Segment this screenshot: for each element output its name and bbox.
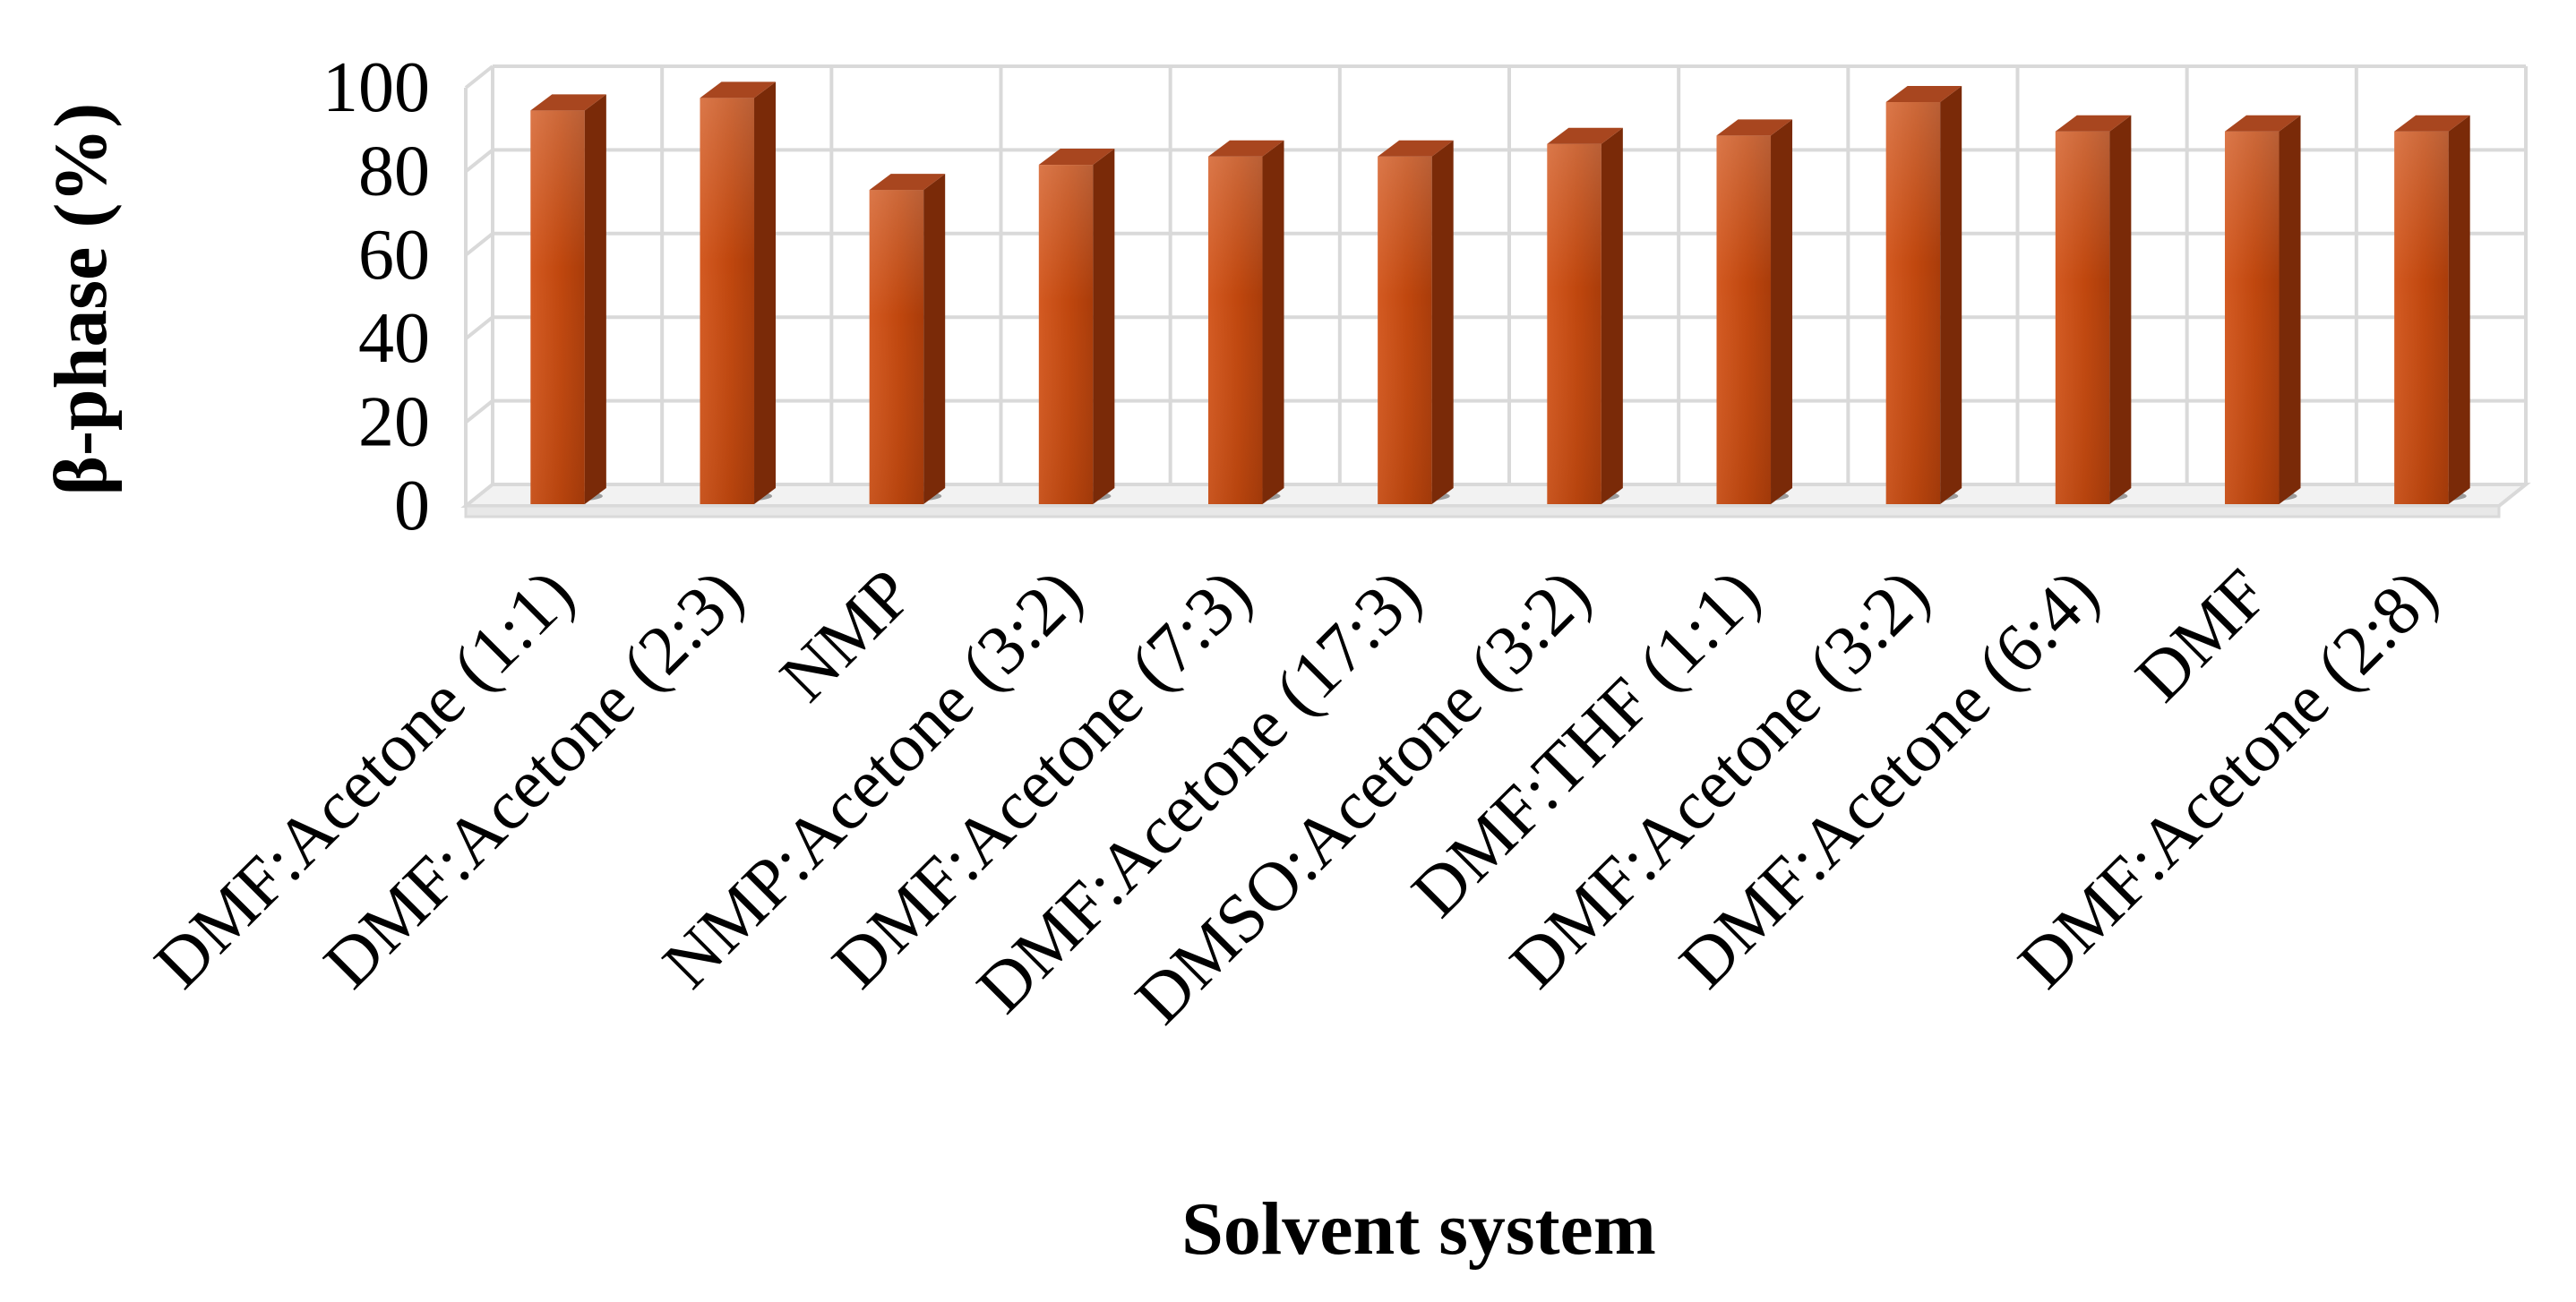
bar bbox=[869, 174, 946, 504]
gridline-side bbox=[464, 315, 494, 340]
bar bbox=[1547, 127, 1623, 504]
bar-side bbox=[1940, 86, 1962, 504]
bar-side bbox=[1771, 119, 1793, 504]
bar-side bbox=[2109, 115, 2132, 504]
bar-side bbox=[2279, 115, 2301, 504]
bar-side bbox=[1093, 149, 1115, 504]
bar bbox=[700, 81, 777, 504]
bar bbox=[1378, 140, 1454, 504]
bar bbox=[2055, 115, 2132, 504]
bar-top bbox=[2394, 115, 2470, 132]
bars bbox=[530, 81, 2470, 504]
bar-front-sheen bbox=[1038, 165, 1094, 504]
bar-top bbox=[1207, 140, 1284, 157]
bar bbox=[1207, 140, 1284, 504]
bar-top bbox=[1038, 149, 1115, 166]
y-tick-label: 40 bbox=[358, 299, 430, 378]
floor-front bbox=[464, 504, 2501, 518]
bar-front-sheen bbox=[1885, 102, 1941, 504]
bar-top bbox=[1547, 127, 1623, 144]
bar-side bbox=[1601, 127, 1623, 504]
bar-top bbox=[700, 81, 777, 99]
bar-top bbox=[1378, 140, 1454, 157]
bar-top bbox=[869, 174, 946, 191]
bar-front-sheen bbox=[2224, 131, 2280, 504]
bar-front-sheen bbox=[530, 110, 585, 504]
x-axis-title: Solvent system bbox=[1181, 1187, 1656, 1271]
chart-floor bbox=[460, 483, 2531, 518]
gridline-side bbox=[464, 148, 494, 173]
bar-front-sheen bbox=[700, 98, 755, 504]
gridline-side bbox=[464, 232, 494, 257]
bar-top bbox=[1716, 119, 1793, 136]
bar-top bbox=[2055, 115, 2132, 132]
bar-front-sheen bbox=[1207, 156, 1263, 504]
bar-side bbox=[754, 81, 777, 504]
grid bbox=[464, 64, 2528, 508]
gridline-side bbox=[464, 64, 494, 90]
bar bbox=[1716, 119, 1793, 504]
x-axis-categories: DMF:Acetone (1:1)DMF:Acetone (2:3) NMPNMP… bbox=[139, 554, 2451, 1039]
bar-side bbox=[2448, 115, 2470, 504]
bar-side bbox=[584, 94, 606, 504]
bar-front-sheen bbox=[1378, 156, 1432, 504]
bar-front-sheen bbox=[1716, 135, 1772, 504]
bar-front-sheen bbox=[2394, 131, 2449, 504]
gridline-side bbox=[464, 399, 494, 424]
bar-top bbox=[1885, 86, 1962, 103]
bar-front-sheen bbox=[1547, 143, 1601, 504]
y-axis-title: β-phase (%) bbox=[39, 103, 123, 496]
bar-side bbox=[923, 174, 946, 504]
bar-front-sheen bbox=[2055, 131, 2110, 504]
bar-front-sheen bbox=[869, 190, 924, 504]
bar-top bbox=[530, 94, 606, 111]
bar-top bbox=[2224, 115, 2301, 132]
y-tick-label: 80 bbox=[358, 132, 430, 210]
bar bbox=[1885, 86, 1962, 504]
bar bbox=[530, 94, 606, 504]
bar-side bbox=[1262, 140, 1284, 504]
bar bbox=[2224, 115, 2301, 504]
y-tick-label: 20 bbox=[358, 383, 430, 462]
bar bbox=[2394, 115, 2470, 504]
y-tick-label: 0 bbox=[394, 467, 430, 545]
y-tick-label: 100 bbox=[322, 48, 430, 127]
y-tick-label: 60 bbox=[358, 216, 430, 295]
bar-side bbox=[1431, 140, 1454, 504]
bar bbox=[1038, 149, 1115, 504]
